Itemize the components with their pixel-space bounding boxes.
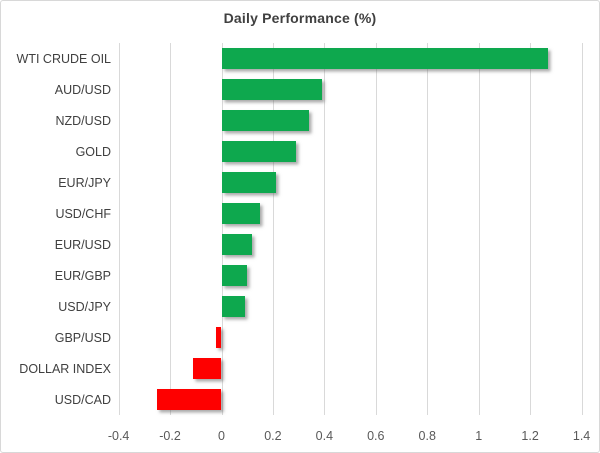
category-label: EUR/JPY (58, 175, 111, 190)
category-label: USD/CHF (55, 206, 111, 221)
bar (216, 327, 222, 348)
x-axis-tick-label: 0.6 (367, 429, 385, 443)
x-axis-tick-label: 1.2 (521, 429, 539, 443)
category-label: USD/CAD (54, 392, 111, 407)
x-axis-tick-label: 0.2 (264, 429, 282, 443)
bar (221, 79, 322, 100)
gridline (324, 43, 326, 415)
category-label: DOLLAR INDEX (19, 361, 111, 376)
bar (221, 265, 248, 286)
bar (193, 358, 222, 379)
bar (221, 203, 261, 224)
category-label: NZD/USD (55, 113, 111, 128)
gridline (170, 43, 172, 415)
bar (221, 110, 309, 131)
x-axis-tick-label: -0.4 (107, 429, 130, 443)
x-axis-tick-label: 0.8 (418, 429, 436, 443)
bar (157, 389, 222, 410)
x-axis-tick-label: 0 (218, 429, 225, 443)
category-label: USD/JPY (58, 299, 111, 314)
gridline (581, 43, 583, 415)
x-axis-tick-label: 1 (475, 429, 483, 443)
x-axis-tick-label: -0.2 (159, 429, 181, 443)
category-label: EUR/USD (54, 237, 111, 252)
bar (221, 48, 549, 69)
gridline (272, 43, 274, 415)
gridline (375, 43, 377, 415)
bar (221, 234, 253, 255)
gridline (221, 43, 223, 415)
category-label: GBP/USD (54, 330, 111, 345)
gridline (118, 43, 120, 415)
chart-title: Daily Performance (%) (223, 10, 377, 26)
x-axis-tick-label: 0.4 (315, 429, 334, 443)
category-label: AUD/USD (54, 82, 111, 97)
bar (221, 296, 245, 317)
category-label: WTI CRUDE OIL (16, 51, 111, 66)
category-label: EUR/GBP (54, 268, 111, 283)
gridline (478, 43, 480, 415)
gridline (530, 43, 532, 415)
x-axis-tick-label: 1.4 (572, 429, 591, 443)
bar (221, 172, 276, 193)
category-label: GOLD (75, 144, 111, 159)
gridline (427, 43, 429, 415)
bar (221, 141, 297, 162)
